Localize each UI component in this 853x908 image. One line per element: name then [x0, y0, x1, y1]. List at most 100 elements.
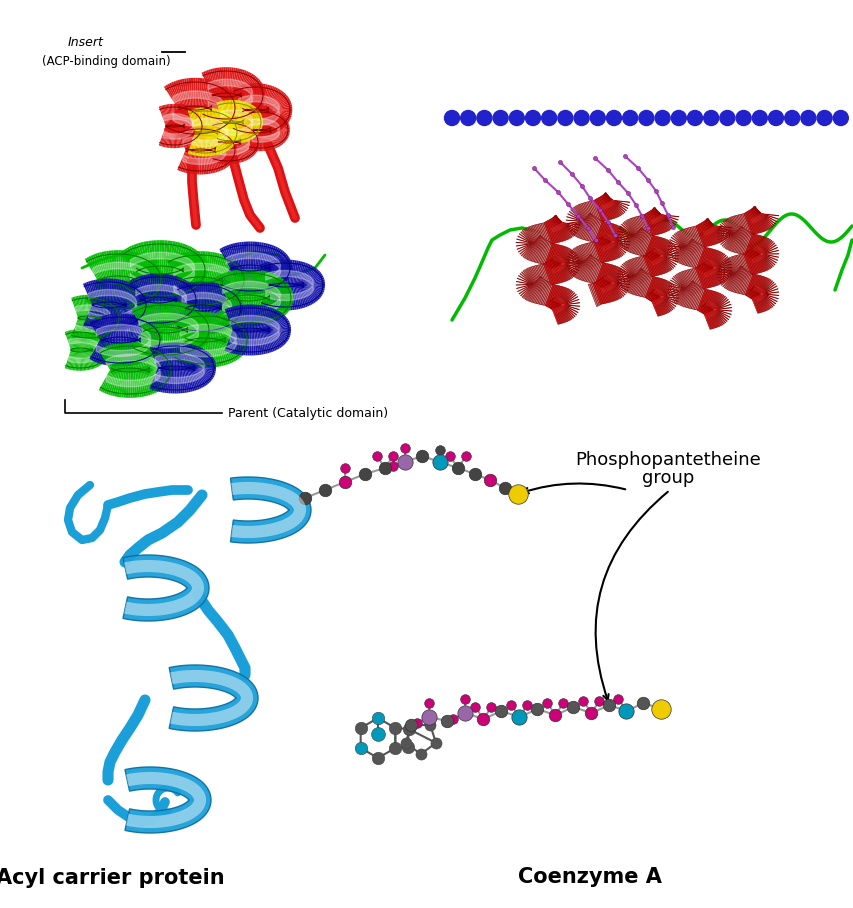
Polygon shape — [183, 116, 201, 129]
Polygon shape — [147, 365, 164, 390]
Polygon shape — [220, 273, 232, 301]
Polygon shape — [639, 274, 648, 297]
Polygon shape — [611, 282, 617, 283]
Polygon shape — [260, 328, 267, 354]
Polygon shape — [185, 326, 207, 344]
Polygon shape — [578, 204, 591, 228]
Polygon shape — [748, 275, 757, 298]
Polygon shape — [212, 93, 219, 122]
Polygon shape — [251, 84, 253, 113]
Polygon shape — [653, 291, 665, 314]
Polygon shape — [131, 297, 144, 321]
Polygon shape — [208, 92, 218, 121]
Polygon shape — [181, 123, 191, 145]
Polygon shape — [225, 94, 228, 123]
Polygon shape — [196, 338, 200, 368]
Polygon shape — [241, 108, 258, 125]
Polygon shape — [758, 294, 763, 299]
Polygon shape — [547, 285, 557, 308]
Polygon shape — [554, 256, 574, 277]
Polygon shape — [188, 252, 194, 281]
Polygon shape — [560, 264, 564, 269]
Polygon shape — [650, 210, 661, 233]
Polygon shape — [200, 308, 201, 334]
Polygon shape — [728, 227, 742, 251]
Polygon shape — [268, 126, 278, 148]
Polygon shape — [713, 225, 718, 227]
Polygon shape — [268, 123, 288, 133]
Polygon shape — [602, 277, 614, 301]
Polygon shape — [554, 215, 573, 237]
Polygon shape — [216, 93, 221, 123]
Polygon shape — [603, 236, 627, 251]
Polygon shape — [525, 277, 540, 300]
Polygon shape — [559, 305, 563, 311]
Polygon shape — [84, 282, 95, 308]
Polygon shape — [237, 72, 250, 99]
Polygon shape — [210, 307, 216, 333]
Polygon shape — [566, 219, 593, 224]
Polygon shape — [239, 130, 256, 145]
Polygon shape — [531, 237, 543, 262]
Polygon shape — [96, 316, 104, 339]
Polygon shape — [126, 280, 133, 309]
Polygon shape — [611, 280, 615, 284]
Polygon shape — [267, 280, 285, 302]
Polygon shape — [220, 268, 244, 284]
Polygon shape — [215, 115, 232, 136]
Polygon shape — [137, 321, 153, 344]
Polygon shape — [560, 260, 566, 264]
Polygon shape — [751, 251, 778, 257]
Polygon shape — [136, 279, 163, 281]
Polygon shape — [560, 259, 563, 263]
Polygon shape — [119, 281, 129, 307]
Polygon shape — [572, 249, 590, 271]
Polygon shape — [222, 67, 224, 97]
Polygon shape — [137, 306, 148, 333]
Polygon shape — [751, 248, 763, 272]
Polygon shape — [705, 292, 719, 317]
Polygon shape — [205, 312, 207, 342]
Polygon shape — [180, 106, 189, 129]
Polygon shape — [583, 202, 594, 226]
Polygon shape — [190, 364, 201, 389]
Polygon shape — [179, 342, 183, 370]
Polygon shape — [131, 279, 144, 302]
Polygon shape — [135, 327, 148, 353]
Polygon shape — [151, 241, 155, 270]
Polygon shape — [574, 248, 590, 271]
Polygon shape — [213, 133, 229, 154]
Polygon shape — [632, 217, 643, 241]
Polygon shape — [130, 297, 143, 321]
Polygon shape — [195, 78, 198, 110]
Polygon shape — [752, 207, 775, 224]
Polygon shape — [610, 201, 613, 206]
Polygon shape — [96, 317, 107, 342]
Polygon shape — [223, 329, 247, 344]
Polygon shape — [134, 338, 144, 363]
Circle shape — [687, 111, 702, 125]
Polygon shape — [113, 279, 118, 306]
Polygon shape — [641, 256, 651, 278]
Polygon shape — [713, 266, 718, 269]
Polygon shape — [217, 121, 223, 144]
Polygon shape — [609, 242, 613, 247]
Polygon shape — [251, 304, 253, 331]
Polygon shape — [191, 338, 197, 367]
Polygon shape — [175, 328, 183, 358]
Polygon shape — [86, 277, 101, 303]
Polygon shape — [181, 123, 189, 145]
Polygon shape — [99, 302, 114, 321]
Polygon shape — [183, 114, 200, 129]
Polygon shape — [750, 212, 778, 216]
Polygon shape — [239, 94, 265, 98]
Polygon shape — [752, 245, 756, 251]
Polygon shape — [229, 120, 232, 144]
Polygon shape — [717, 232, 744, 235]
Polygon shape — [133, 244, 144, 272]
Polygon shape — [167, 299, 175, 325]
Polygon shape — [161, 241, 165, 270]
Polygon shape — [704, 261, 730, 272]
Polygon shape — [97, 279, 102, 306]
Polygon shape — [653, 290, 670, 312]
